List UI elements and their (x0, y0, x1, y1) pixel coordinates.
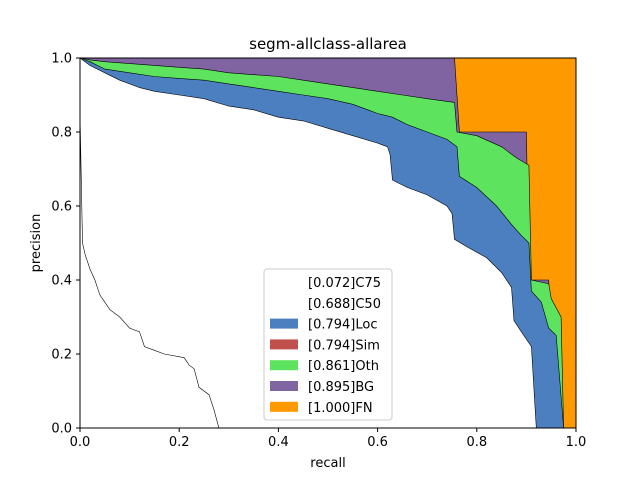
y-tick-label: 0.2 (51, 348, 72, 363)
axes-frame (79, 57, 577, 429)
chart-title: segm-allclass-allarea (249, 35, 407, 53)
plot-areas (79, 57, 577, 429)
legend-swatch-sim (270, 339, 298, 350)
y-axis-label: precision (29, 214, 44, 273)
y-tick-label: 0.4 (51, 274, 72, 289)
legend-items: [0.072]C75 [0.688]C50 [0.794]Loc [0.794]Sim… (270, 276, 381, 416)
x-axis-label: recall (310, 456, 345, 471)
y-tick-label: 0.0 (51, 422, 72, 437)
line-c75 (79, 113, 220, 429)
x-tick-label: 0.8 (466, 435, 487, 450)
legend-label-fn: [1.000]FN (308, 401, 373, 416)
x-tick-label: 0.0 (70, 435, 91, 450)
legend-swatch-c75 (270, 277, 298, 287)
legend-label-sim: [0.794]Sim (308, 338, 380, 353)
legend-swatch-fn (270, 401, 298, 412)
axis-ticks: 0.0 0.2 0.4 0.6 0.8 1.0 0.0 0.2 0.4 0.6 0.8 1.0 (51, 52, 586, 451)
x-tick-label: 1.0 (566, 435, 587, 450)
legend-label-loc: [0.794]Loc (308, 318, 377, 333)
y-tick-label: 0.8 (51, 126, 72, 141)
y-tick-label: 1.0 (51, 52, 72, 67)
x-tick-label: 0.2 (169, 435, 190, 450)
legend-swatch-loc (270, 318, 298, 329)
legend-label-c75: [0.072]C75 (308, 276, 381, 291)
legend-swatch-bg (270, 381, 298, 391)
legend-swatch-oth (270, 360, 298, 371)
y-tick-label: 0.6 (51, 200, 72, 215)
plot-lines (79, 113, 220, 429)
legend-label-oth: [0.861]Oth (308, 359, 379, 374)
area-c50 (79, 57, 576, 429)
legend-label-c50: [0.688]C50 (308, 297, 381, 312)
legend-label-bg: [0.895]BG (308, 380, 374, 395)
x-tick-label: 0.6 (367, 435, 388, 450)
x-tick-label: 0.4 (268, 435, 289, 450)
legend-swatch-c50 (270, 297, 298, 308)
legend: [0.072]C75 [0.688]C50 [0.794]Loc [0.794]Sim… (263, 268, 393, 421)
